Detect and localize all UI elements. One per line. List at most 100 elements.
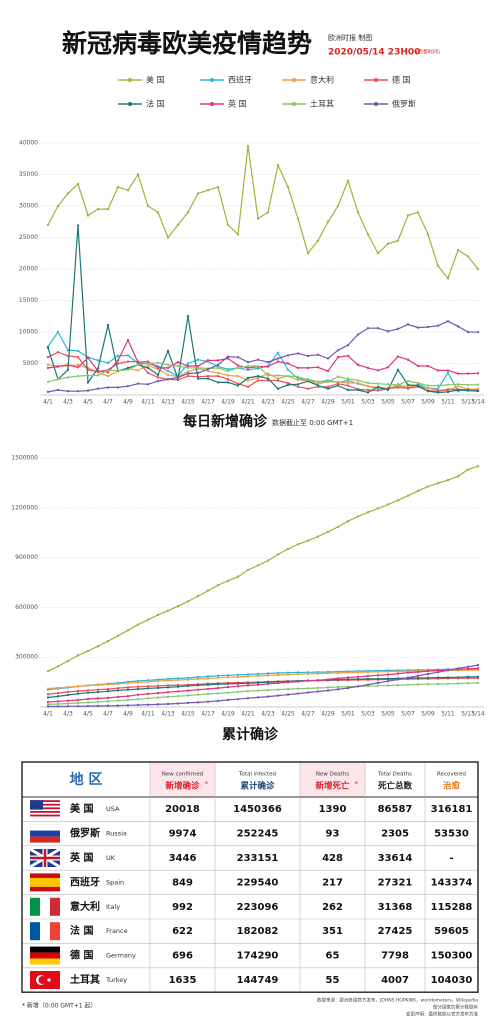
data-point [56,695,60,698]
data-point [146,618,150,621]
data-point [366,670,370,674]
data-point [416,670,420,674]
y-tick-label: 900000 [15,554,38,561]
x-tick-label: 4/5 [83,399,93,406]
data-point [396,683,400,687]
data-point [446,383,450,387]
cell-value: 428 [322,853,343,864]
data-point [296,672,300,676]
data-point [246,689,250,693]
data-point [406,671,410,674]
flag [30,814,60,817]
cell-value: 622 [172,926,193,937]
flag [50,922,60,941]
data-point [416,489,420,493]
data-point [46,693,50,696]
data-point [46,380,50,383]
flag [40,922,50,941]
x-tick-label: 4/17 [201,711,215,718]
data-point [396,383,400,387]
flag [30,803,60,806]
data-point [236,364,240,367]
data-point [466,383,470,387]
flag [30,836,60,843]
data-point [166,684,170,687]
data-point [76,689,80,693]
data-point [326,357,330,360]
data-point [216,185,220,189]
data-point [216,381,220,384]
x-tick-label: 5/07 [401,399,415,406]
data-point [106,690,110,693]
data-point [346,676,350,679]
data-point [296,217,300,220]
data-point [76,390,80,393]
data-point [166,373,170,377]
publisher: 欧洲时报 制图 [328,33,372,42]
data-point [226,355,230,358]
data-point [476,267,480,271]
data-point [156,691,160,695]
data-point [166,236,170,239]
data-point [126,360,130,363]
data-point [296,543,300,546]
data-point [306,679,310,682]
data-point [66,368,70,371]
data-point [216,371,220,375]
data-point [166,686,170,689]
data-point [146,362,150,365]
data-point [286,693,290,696]
data-point [216,359,220,362]
data-point [206,359,210,362]
data-point [116,185,120,189]
data-point [186,366,190,370]
data-point [66,690,70,694]
cell-value: 31368 [378,902,413,913]
cell-value: 2305 [381,829,409,840]
data-point [116,695,120,699]
data-point [196,684,200,687]
data-point [276,553,280,556]
data-point [336,382,340,385]
x-tick-label: 5/11 [441,399,455,406]
data-point [256,674,260,678]
legend-label: 西班牙 [228,75,252,85]
data-point [66,702,70,705]
data-point [316,672,320,675]
data-point [376,674,380,677]
data-point [326,530,330,534]
data-point [156,703,160,706]
data-point [96,700,100,704]
x-tick-label: 4/21 [241,711,255,718]
x-tick-label: 4/3 [63,711,73,718]
x-tick-label: 4/17 [201,399,215,406]
data-point [226,579,230,583]
cell-value: 7798 [381,951,409,962]
x-tick-label: 5/07 [401,711,415,718]
data-point [276,694,280,697]
data-point [66,376,70,379]
data-point [126,354,130,357]
data-point [106,361,110,365]
data-point [56,378,60,381]
data-point [446,676,450,679]
data-point [146,204,150,208]
data-point [206,675,210,678]
data-point [466,372,470,375]
data-point [286,681,290,684]
data-point [236,673,240,676]
data-point [186,694,190,697]
data-point [376,507,380,510]
x-tick-label: 4/15 [181,711,195,718]
data-point [316,353,320,356]
data-point [386,383,390,386]
data-point [296,375,300,378]
data-point [106,687,110,691]
data-point [56,702,60,706]
data-point [426,390,430,393]
data-point [206,589,210,592]
data-point [446,478,450,482]
data-point [216,374,220,378]
data-point [286,673,290,676]
data-point [126,681,130,685]
